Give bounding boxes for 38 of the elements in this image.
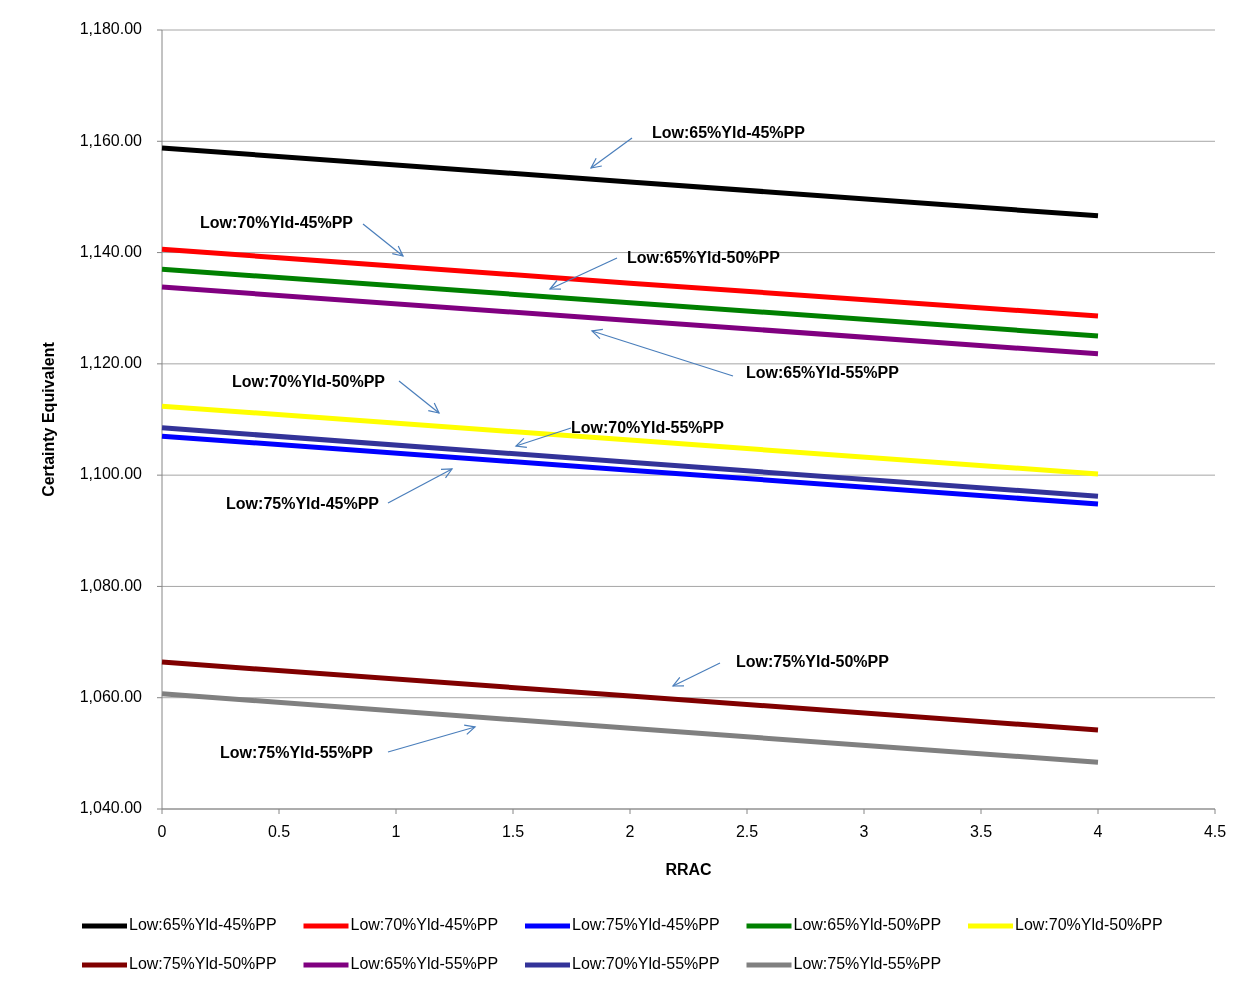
x-tick-label: 0 <box>157 823 167 840</box>
x-tick-label: 3.5 <box>969 823 993 840</box>
annotation: Low:65%Yld-55%PP <box>746 364 900 382</box>
x-tick-label: 4 <box>1093 823 1103 840</box>
x-tick-label: 2.5 <box>735 823 759 840</box>
y-tick-label: 1,060.00 <box>79 687 143 705</box>
legend-label: Low:65%Yld-55%PP <box>350 955 499 973</box>
y-tick-label: 1,080.00 <box>79 576 143 594</box>
x-tick-label: 0.5 <box>267 823 291 840</box>
x-tick-label: 2 <box>625 823 635 840</box>
y-axis-title: Certainty Equivalent <box>40 341 57 497</box>
y-tick-label: 1,040.00 <box>79 799 143 817</box>
annotation: Low:65%Yld-50%PP <box>627 249 781 267</box>
legend-label: Low:70%Yld-45%PP <box>350 916 499 934</box>
y-tick-label: 1,120.00 <box>79 354 143 372</box>
legend-label: Low:70%Yld-55%PP <box>572 955 720 973</box>
x-tick-label: 4.5 <box>1203 823 1227 840</box>
annotation: Low:65%Yld-45%PP <box>652 124 806 142</box>
legend-label: Low:70%Yld-50%PP <box>1015 916 1163 934</box>
annotation: Low:70%Yld-50%PP <box>232 373 386 391</box>
annotation: Low:70%Yld-45%PP <box>200 214 354 232</box>
legend-label: Low:65%Yld-50%PP <box>793 916 942 934</box>
x-tick-label: 1 <box>391 823 401 840</box>
x-axis-title: RRAC <box>665 861 713 878</box>
annotation: Low:75%Yld-55%PP <box>220 744 374 762</box>
annotation: Low:70%Yld-55%PP <box>571 419 725 437</box>
legend-label: Low:75%Yld-45%PP <box>572 916 720 934</box>
x-tick-label: 3 <box>859 823 869 840</box>
annotation: Low:75%Yld-50%PP <box>736 653 890 671</box>
y-tick-label: 1,180.00 <box>79 20 143 38</box>
y-tick-label: 1,140.00 <box>79 242 143 260</box>
legend-label: Low:65%Yld-45%PP <box>129 916 277 934</box>
annotation: Low:75%Yld-45%PP <box>226 495 380 513</box>
x-tick-label: 1.5 <box>501 823 525 840</box>
y-tick-label: 1,100.00 <box>79 465 143 483</box>
legend-label: Low:75%Yld-50%PP <box>129 955 277 973</box>
y-tick-label: 1,160.00 <box>79 131 143 149</box>
legend-label: Low:75%Yld-55%PP <box>793 955 942 973</box>
